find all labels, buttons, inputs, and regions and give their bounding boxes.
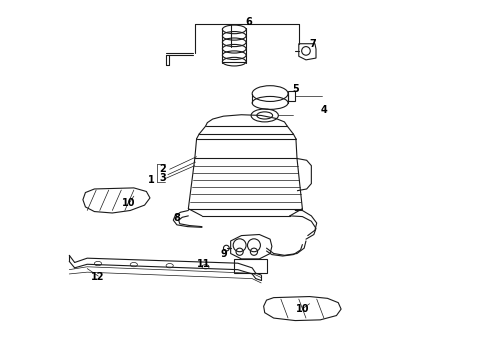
Text: 6: 6	[245, 17, 252, 27]
Text: 12: 12	[91, 272, 105, 282]
Text: 11: 11	[197, 259, 211, 269]
Text: 10: 10	[122, 198, 135, 208]
Text: 10: 10	[295, 304, 309, 314]
Text: 3: 3	[159, 173, 166, 183]
Text: 5: 5	[292, 84, 298, 94]
Text: 4: 4	[320, 105, 327, 115]
Text: 9: 9	[220, 248, 227, 258]
Text: 1: 1	[148, 175, 155, 185]
Text: 8: 8	[173, 213, 180, 222]
Text: 2: 2	[159, 164, 166, 174]
Text: 7: 7	[310, 39, 317, 49]
